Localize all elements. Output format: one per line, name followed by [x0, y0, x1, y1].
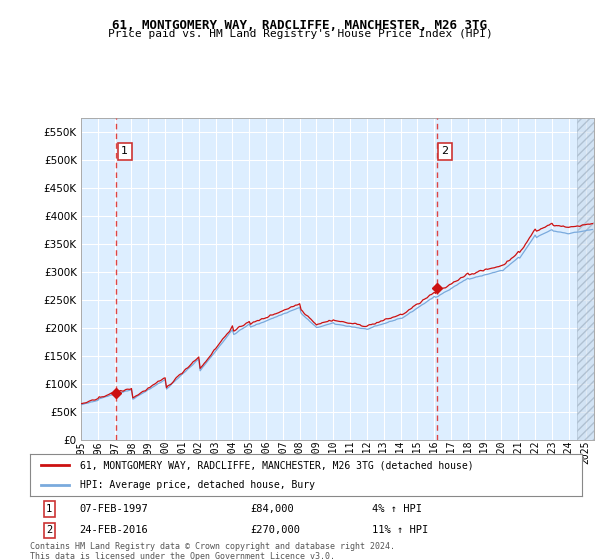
Text: 61, MONTGOMERY WAY, RADCLIFFE, MANCHESTER, M26 3TG (detached house): 61, MONTGOMERY WAY, RADCLIFFE, MANCHESTE… [80, 460, 473, 470]
Text: 07-FEB-1997: 07-FEB-1997 [80, 504, 148, 514]
Text: 2: 2 [442, 146, 449, 156]
Text: Contains HM Land Registry data © Crown copyright and database right 2024.
This d: Contains HM Land Registry data © Crown c… [30, 542, 395, 560]
Text: 11% ↑ HPI: 11% ↑ HPI [372, 525, 428, 535]
Bar [577, 118, 594, 440]
Text: £84,000: £84,000 [251, 504, 295, 514]
Text: 1: 1 [46, 504, 52, 514]
Text: Price paid vs. HM Land Registry's House Price Index (HPI): Price paid vs. HM Land Registry's House … [107, 29, 493, 39]
Text: 2: 2 [46, 525, 52, 535]
Text: £270,000: £270,000 [251, 525, 301, 535]
Text: 24-FEB-2016: 24-FEB-2016 [80, 525, 148, 535]
Text: 1: 1 [121, 146, 128, 156]
Text: 61, MONTGOMERY WAY, RADCLIFFE, MANCHESTER, M26 3TG: 61, MONTGOMERY WAY, RADCLIFFE, MANCHESTE… [113, 19, 487, 32]
Text: HPI: Average price, detached house, Bury: HPI: Average price, detached house, Bury [80, 480, 314, 490]
Text: 4% ↑ HPI: 4% ↑ HPI [372, 504, 422, 514]
